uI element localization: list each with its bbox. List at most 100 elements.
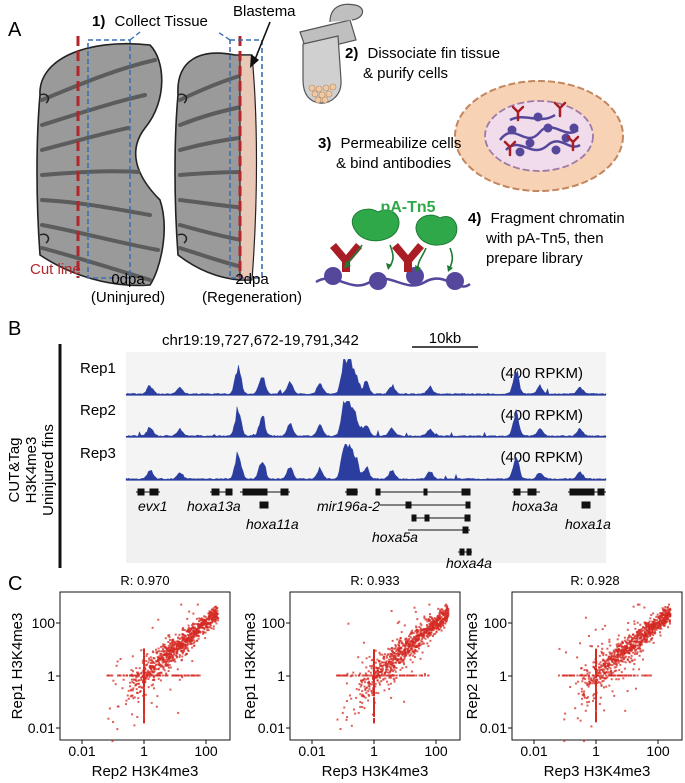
scatter-point bbox=[212, 625, 215, 628]
scatter-point bbox=[366, 674, 369, 677]
scatter-point bbox=[410, 670, 413, 673]
scatter-point bbox=[336, 718, 339, 721]
scatter-point bbox=[432, 635, 434, 637]
scatter-point bbox=[145, 654, 148, 657]
scatter-point bbox=[637, 644, 639, 647]
tick-marks bbox=[56, 622, 659, 744]
scatter-point bbox=[171, 645, 174, 648]
scatter-point bbox=[137, 700, 140, 703]
scatter-point bbox=[639, 634, 642, 637]
scatter-point bbox=[395, 645, 397, 648]
scatter-point bbox=[341, 711, 344, 714]
scatter-point bbox=[136, 674, 139, 677]
scatter-point bbox=[206, 629, 209, 632]
scatter-point bbox=[387, 653, 390, 656]
scatter-point bbox=[181, 655, 184, 658]
scatter-point bbox=[625, 649, 628, 652]
scatter-point bbox=[208, 622, 211, 625]
scatter-point bbox=[414, 649, 417, 652]
scatter-point bbox=[605, 659, 608, 662]
scatter-point bbox=[648, 634, 651, 637]
scatter-point bbox=[614, 655, 617, 658]
scatter-point bbox=[336, 674, 339, 677]
scatter-point bbox=[662, 624, 665, 627]
step4-number: 4) bbox=[468, 210, 481, 227]
scatter-point bbox=[161, 656, 164, 659]
scatter-point bbox=[209, 624, 212, 627]
scatter-point bbox=[426, 624, 428, 626]
scatter-point bbox=[162, 666, 165, 669]
scatter-point bbox=[376, 676, 379, 679]
scatter-point bbox=[602, 679, 605, 682]
scatter-point bbox=[169, 649, 172, 652]
scatter-point bbox=[352, 671, 355, 674]
scatter-point bbox=[413, 638, 416, 641]
scatter-point bbox=[370, 667, 373, 670]
scatter-point bbox=[143, 667, 145, 670]
scatter-point bbox=[632, 651, 634, 654]
scatter-point bbox=[367, 684, 370, 687]
scatter-point bbox=[653, 627, 656, 630]
scatter-point bbox=[435, 621, 438, 624]
scatter-point bbox=[144, 668, 147, 671]
scatter-point bbox=[204, 620, 207, 622]
plot1-ytick-0.01: 0.01 bbox=[28, 720, 55, 736]
scatter-point bbox=[429, 633, 432, 636]
scatter-point bbox=[359, 693, 362, 696]
scatter-point bbox=[402, 659, 405, 662]
scatter-point bbox=[169, 651, 172, 654]
scatter-point bbox=[599, 668, 602, 671]
scatter-point bbox=[184, 654, 187, 657]
scatter-point bbox=[401, 642, 404, 645]
scatter-point bbox=[424, 628, 427, 631]
scatter-point bbox=[427, 645, 430, 648]
scatter-point bbox=[403, 648, 406, 651]
scatter-point bbox=[658, 627, 661, 630]
scatter-point bbox=[116, 660, 119, 663]
scatter-point bbox=[440, 629, 443, 632]
scatter-point bbox=[620, 645, 623, 648]
scatter-point bbox=[661, 615, 663, 618]
scatter-point bbox=[418, 626, 421, 628]
scatter-point bbox=[153, 662, 156, 665]
scatter-point bbox=[387, 674, 390, 677]
scatter-point bbox=[373, 665, 375, 668]
scatter-point bbox=[366, 677, 369, 680]
scatter-point bbox=[582, 676, 585, 679]
scatter-point bbox=[617, 661, 620, 664]
scatter-point bbox=[664, 610, 667, 613]
scatter-point bbox=[195, 623, 198, 626]
scatter-point bbox=[627, 674, 630, 677]
plot3-xtick-1: 1 bbox=[592, 743, 600, 759]
scatter-point bbox=[613, 666, 616, 669]
scatter-point bbox=[597, 674, 600, 677]
scatter-point bbox=[432, 619, 435, 622]
scatter-point bbox=[622, 660, 625, 663]
scatter-point bbox=[613, 674, 615, 677]
scatter-point bbox=[606, 668, 609, 670]
scatter-point bbox=[187, 634, 190, 637]
scatter-point bbox=[621, 674, 623, 677]
scatter-point bbox=[417, 637, 420, 640]
scatter-point bbox=[438, 612, 441, 615]
scatter-point bbox=[595, 711, 597, 714]
scatter-point bbox=[648, 627, 651, 630]
scatter-point bbox=[370, 659, 373, 662]
scatter-point bbox=[386, 668, 389, 671]
scatter-point bbox=[139, 685, 142, 688]
scatter-point bbox=[607, 659, 610, 662]
scatter-point bbox=[137, 697, 140, 700]
scatter-point bbox=[212, 618, 215, 621]
plot2-ytick-100: 100 bbox=[262, 615, 286, 631]
scatter-point bbox=[374, 661, 377, 664]
scatter-point bbox=[633, 620, 636, 623]
plot1-xtick-1: 1 bbox=[140, 743, 148, 759]
scatter-point bbox=[137, 679, 140, 682]
scatter-point bbox=[446, 604, 449, 607]
blastema-label: Blastema bbox=[233, 3, 296, 20]
scatter-point bbox=[190, 639, 193, 641]
scatter-point bbox=[642, 626, 645, 628]
scatter-point bbox=[404, 650, 407, 653]
side-label-1: CUT&Tag bbox=[6, 437, 23, 502]
scatter-point bbox=[629, 647, 632, 650]
